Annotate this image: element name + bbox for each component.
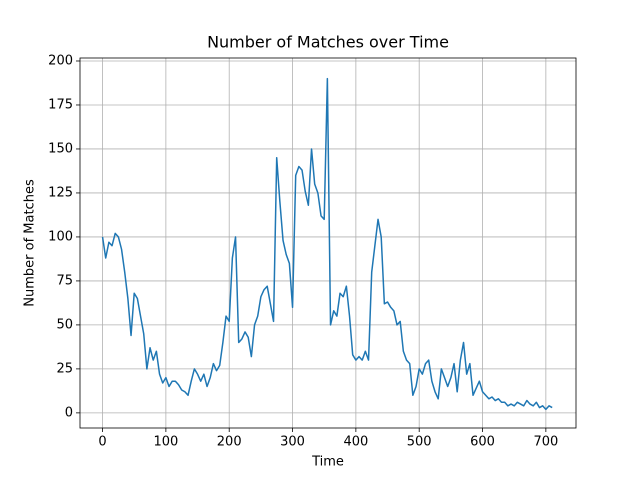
chart-title: Number of Matches over Time bbox=[207, 33, 449, 52]
y-tick-label: 0 bbox=[65, 405, 73, 420]
y-tick-label: 125 bbox=[48, 185, 73, 200]
x-tick-label: 300 bbox=[280, 435, 305, 450]
y-tick-label: 50 bbox=[56, 317, 73, 332]
x-tick-label: 700 bbox=[533, 435, 558, 450]
y-tick-label: 75 bbox=[56, 273, 73, 288]
plot-frame bbox=[79, 57, 577, 429]
y-tick-label: 100 bbox=[48, 229, 73, 244]
y-tick-label: 150 bbox=[48, 141, 73, 156]
x-tick-label: 0 bbox=[98, 435, 106, 450]
x-axis-label: Time bbox=[311, 455, 344, 470]
y-axis-label: Number of Matches bbox=[23, 179, 38, 307]
x-tick-label: 400 bbox=[343, 435, 368, 450]
x-tick-label: 500 bbox=[407, 435, 432, 450]
x-tick-label: 100 bbox=[153, 435, 178, 450]
y-tick-label: 25 bbox=[56, 361, 73, 376]
x-tick-label: 200 bbox=[217, 435, 242, 450]
y-tick-label: 175 bbox=[48, 97, 73, 112]
y-tick-label: 200 bbox=[48, 53, 73, 68]
x-tick-label: 600 bbox=[470, 435, 495, 450]
data-line bbox=[101, 77, 553, 411]
